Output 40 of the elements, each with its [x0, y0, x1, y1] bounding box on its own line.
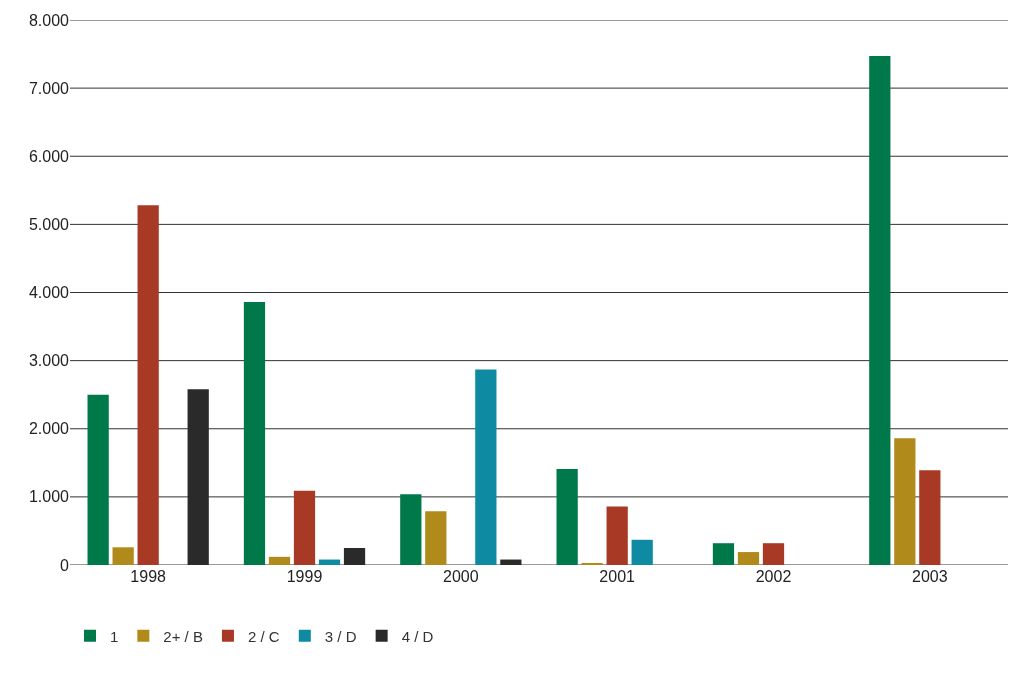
y-tick-label: 6.000 — [28, 147, 70, 165]
legend-label: 1 — [110, 627, 119, 645]
bar — [631, 539, 653, 565]
y-tick-label: 2.000 — [28, 420, 70, 438]
y-tick-label: 4.000 — [28, 284, 70, 302]
bar — [894, 438, 916, 565]
y-tick-label: 8.000 — [28, 11, 70, 29]
legend-label: 4 / D — [401, 627, 434, 645]
bar — [581, 562, 603, 565]
y-tick-label: 1.000 — [28, 488, 70, 506]
legend-label: 2+ / B — [163, 627, 203, 645]
bar — [475, 369, 497, 565]
legend-label: 2 / C — [247, 627, 280, 645]
bar — [112, 547, 134, 565]
x-tick-label: 1999 — [286, 568, 323, 585]
bar — [606, 506, 628, 565]
bar — [712, 543, 735, 565]
bar — [919, 470, 941, 565]
x-tick-label: 1998 — [130, 568, 167, 585]
bar — [87, 394, 109, 565]
y-tick-label: 5.000 — [28, 215, 70, 233]
x-tick-label: 2002 — [755, 568, 792, 585]
x-tick-label: 2003 — [912, 568, 948, 585]
x-tick-label: 2000 — [443, 568, 479, 585]
bar — [869, 56, 891, 565]
bar — [400, 494, 422, 565]
x-tick-label: 2001 — [599, 568, 636, 585]
y-tick-label: 3.000 — [28, 352, 70, 370]
bar — [268, 556, 291, 565]
y-tick-label: 7.000 — [28, 79, 70, 97]
y-tick-label: 0 — [60, 556, 70, 574]
bar — [737, 552, 760, 565]
bar — [762, 543, 785, 565]
legend-label: 3 / D — [324, 627, 357, 645]
bar — [137, 205, 159, 565]
bar — [243, 302, 266, 565]
bar — [425, 511, 447, 565]
bar — [293, 490, 316, 565]
bar — [318, 559, 341, 565]
bar — [556, 468, 578, 565]
